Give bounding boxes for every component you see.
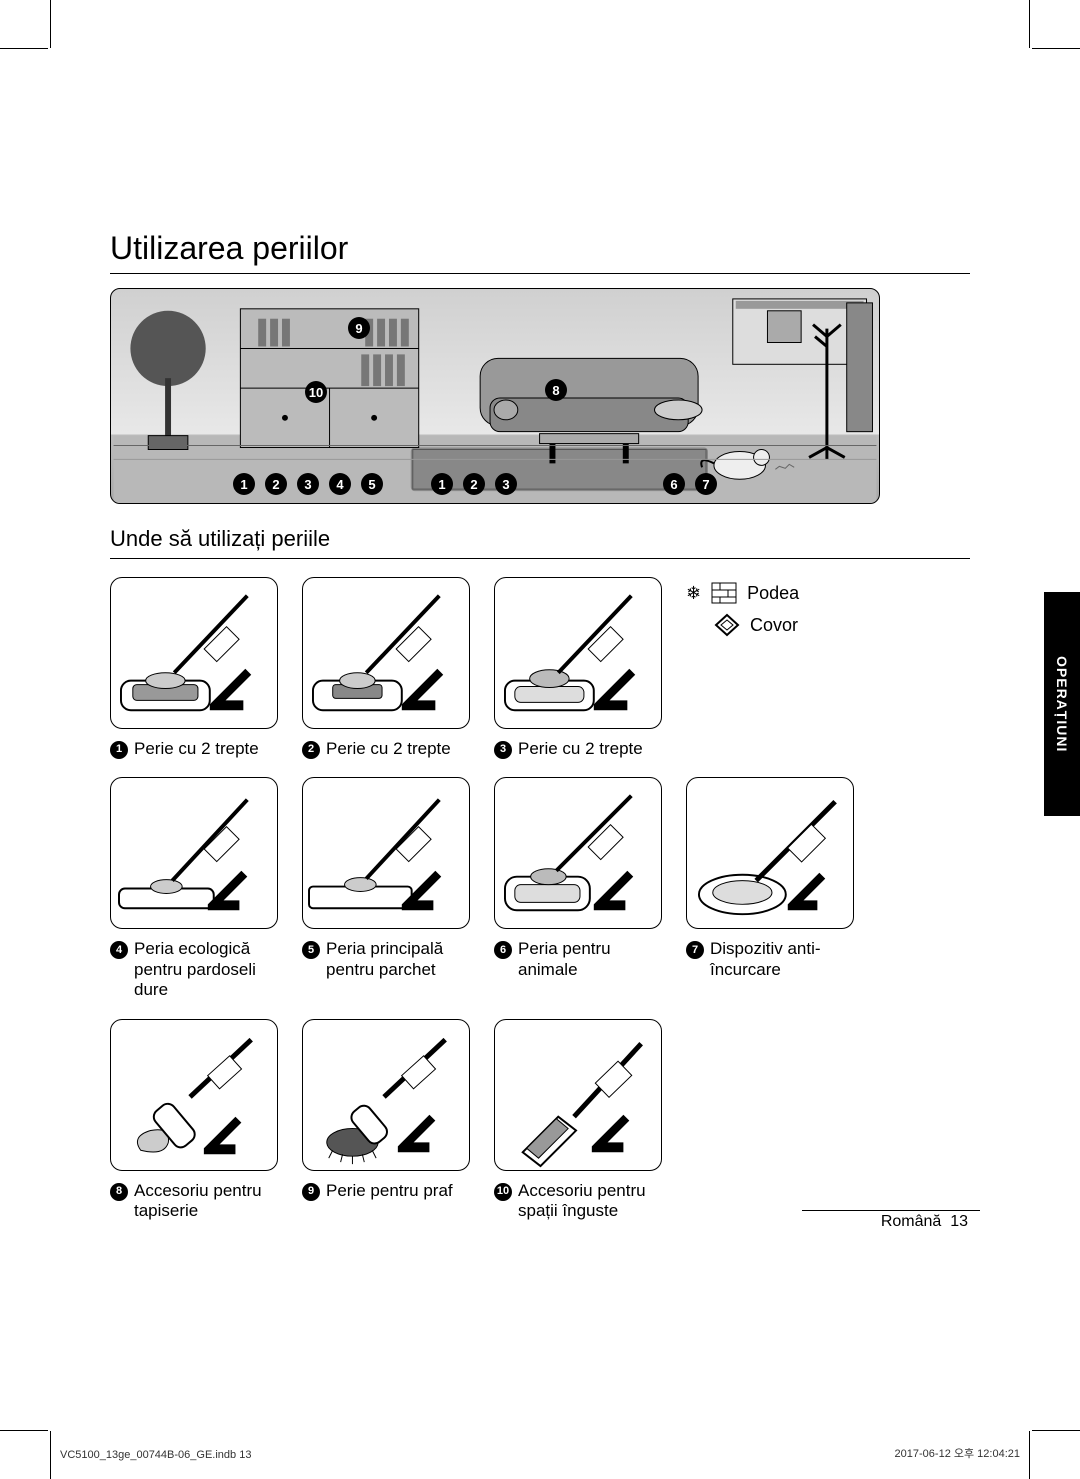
brush-cell-8: 8Accesoriu pentru tapiserie (110, 1019, 288, 1222)
footer-text: Română 13 (881, 1213, 968, 1231)
brush-thumb-10 (494, 1019, 662, 1171)
brush-thumb-6 (494, 777, 662, 929)
brush-label-5: Peria principală pentru parchet (326, 939, 480, 980)
scene-marker-10: 10 (305, 381, 327, 403)
brush-cell-6: 6Peria pentru animale (494, 777, 672, 1000)
brush-thumb-4 (110, 777, 278, 929)
brush-label-4: Peria ecologică pentru pardoseli dure (134, 939, 288, 1000)
brush-grid: 1Perie cu 2 trepte 2Perie cu 2 trepte (110, 577, 880, 1221)
brush-label-1: Perie cu 2 trepte (134, 739, 259, 759)
brush-thumb-2 (302, 577, 470, 729)
room-illustration: 9 10 8 1 2 3 4 5 1 2 3 6 7 (110, 288, 880, 504)
brush-label-2: Perie cu 2 trepte (326, 739, 451, 759)
brush-thumb-1 (110, 577, 278, 729)
brush-label-7: Dispozitiv anti-încurcare (710, 939, 864, 980)
brush-cell-7: 7Dispozitiv anti-încurcare (686, 777, 864, 1000)
brush-cell-9: 9Perie pentru praf (302, 1019, 480, 1222)
page-content: Utilizarea periilor (110, 230, 970, 1221)
scene-marker-8: 8 (545, 379, 567, 401)
brush-cell-10: 10Accesoriu pentru spații înguste (494, 1019, 672, 1222)
brush-cell-5: 5Peria principală pentru parchet (302, 777, 480, 1000)
brush-thumb-3 (494, 577, 662, 729)
brush-cell-1: 1Perie cu 2 trepte (110, 577, 288, 759)
brush-thumb-5 (302, 777, 470, 929)
scene-row-b: 1 2 3 (431, 473, 517, 495)
carpet-icon (714, 613, 740, 637)
brush-cell-2: 2Perie cu 2 trepte (302, 577, 480, 759)
brush-label-8: Accesoriu pentru tapiserie (134, 1181, 288, 1222)
page-title: Utilizarea periilor (110, 230, 970, 274)
brush-cell-3: 3Perie cu 2 trepte (494, 577, 672, 759)
brush-thumb-8 (110, 1019, 278, 1171)
brush-thumb-9 (302, 1019, 470, 1171)
section-subtitle: Unde să utilizați periile (110, 526, 970, 559)
brush-label-6: Peria pentru animale (518, 939, 672, 980)
scene-row-a: 1 2 3 4 5 (233, 473, 383, 495)
brush-label-10: Accesoriu pentru spații înguste (518, 1181, 672, 1222)
section-tab: OPERAȚIUNI (1044, 592, 1080, 816)
imprint-right: 2017-06-12 오후 12:04:21 (895, 1445, 1020, 1461)
imprint-left: VC5100_13ge_00744B-06_GE.indb 13 (60, 1449, 251, 1461)
brush-label-9: Perie pentru praf (326, 1181, 453, 1201)
brush-thumb-7 (686, 777, 854, 929)
legend-floor: Podea (747, 583, 799, 604)
footer-rule (802, 1210, 980, 1211)
legend: ❄ Podea Covor (686, 577, 864, 759)
scene-row-c: 6 7 (663, 473, 717, 495)
brush-cell-4: 4Peria ecologică pentru pardoseli dure (110, 777, 288, 1000)
scene-marker-9: 9 (348, 317, 370, 339)
legend-carpet: Covor (750, 615, 798, 636)
brush-label-3: Perie cu 2 trepte (518, 739, 643, 759)
floor-icon (711, 581, 737, 605)
